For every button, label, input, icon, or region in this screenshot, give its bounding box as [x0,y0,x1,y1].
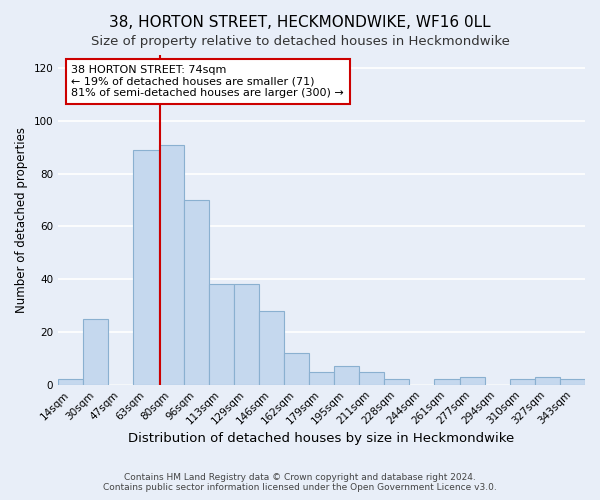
Bar [209,284,234,384]
Text: 38, HORTON STREET, HECKMONDWIKE, WF16 0LL: 38, HORTON STREET, HECKMONDWIKE, WF16 0L… [109,15,491,30]
Bar [385,380,409,384]
Bar [133,150,158,384]
Bar [434,380,460,384]
Text: Size of property relative to detached houses in Heckmondwike: Size of property relative to detached ho… [91,35,509,48]
Bar [309,372,334,384]
Bar [184,200,209,384]
Bar [510,380,535,384]
Bar [334,366,359,384]
Bar [560,380,585,384]
X-axis label: Distribution of detached houses by size in Heckmondwike: Distribution of detached houses by size … [128,432,515,445]
Bar [259,311,284,384]
Bar [359,372,385,384]
Bar [58,380,83,384]
Bar [83,319,109,384]
Text: Contains HM Land Registry data © Crown copyright and database right 2024.
Contai: Contains HM Land Registry data © Crown c… [103,473,497,492]
Bar [158,144,184,384]
Bar [234,284,259,384]
Y-axis label: Number of detached properties: Number of detached properties [15,127,28,313]
Bar [284,353,309,384]
Text: 38 HORTON STREET: 74sqm
← 19% of detached houses are smaller (71)
81% of semi-de: 38 HORTON STREET: 74sqm ← 19% of detache… [71,65,344,98]
Bar [535,377,560,384]
Bar [460,377,485,384]
